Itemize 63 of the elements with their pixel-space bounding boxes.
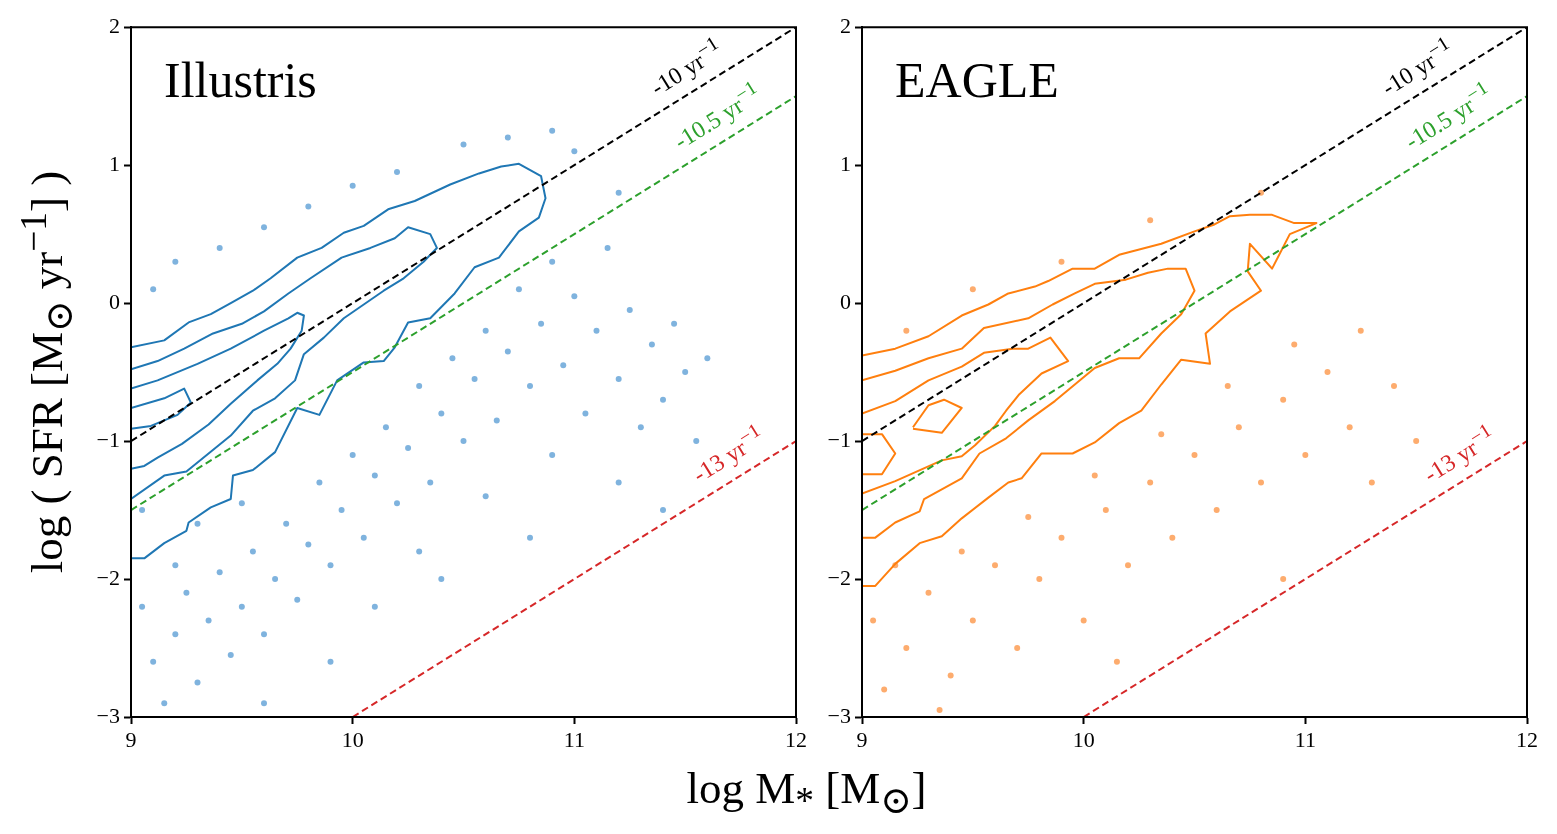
point: [1102, 507, 1109, 514]
point: [1158, 431, 1165, 438]
point: [1036, 576, 1043, 583]
point: [881, 686, 888, 693]
point: [1191, 451, 1198, 458]
point: [1291, 341, 1298, 348]
x-tick-label: 11: [1294, 726, 1316, 752]
y-tick-label: 2: [840, 12, 851, 38]
point: [903, 327, 910, 334]
point: [1357, 327, 1364, 334]
point: [1391, 382, 1397, 389]
point: [1280, 396, 1287, 403]
point: [947, 672, 954, 679]
point: [1302, 451, 1309, 458]
x-tick-label: 9: [125, 726, 137, 752]
point: [969, 286, 976, 293]
point: [969, 617, 976, 624]
y-tick-label: −1: [827, 426, 851, 452]
x-tick-label: 12: [785, 726, 807, 752]
text: Illustris: [164, 52, 317, 109]
point: [1224, 382, 1231, 389]
point: [1169, 534, 1176, 541]
x-tick-label: 12: [1516, 726, 1538, 752]
point: [1280, 576, 1287, 583]
point: [1413, 438, 1420, 445]
text: EAGLE: [895, 52, 1059, 109]
point: [1324, 369, 1331, 376]
y-tick-label: 0: [109, 288, 120, 314]
y-tick-label: 2: [109, 12, 120, 38]
point: [958, 548, 965, 555]
point: [1080, 617, 1087, 624]
y-tick-label: −1: [96, 426, 120, 452]
point: [1258, 479, 1264, 486]
x-axis-title: log M$_{*}$ [M$_{⊙}$]: [686, 763, 927, 822]
point: [1058, 258, 1065, 265]
x-tick-label: 10: [1072, 726, 1095, 752]
y-tick-label: −3: [96, 702, 120, 728]
x-tick-label: 11: [563, 726, 585, 752]
point: [1058, 534, 1065, 541]
y-tick-label: −3: [827, 702, 851, 728]
point: [1113, 658, 1120, 665]
point: [1125, 562, 1131, 569]
y-tick-label: 1: [840, 150, 851, 176]
point: [903, 645, 910, 652]
point: [1346, 424, 1353, 431]
point: [1368, 479, 1375, 486]
y-tick-label: 1: [109, 150, 120, 176]
point: [1213, 507, 1220, 514]
point: [936, 707, 943, 714]
point: [1147, 479, 1154, 486]
point: [992, 562, 998, 569]
point: [1091, 472, 1098, 479]
point: [1147, 217, 1154, 224]
y-tick-label: 0: [840, 288, 851, 314]
x-tick-label: 9: [856, 726, 868, 752]
point: [870, 617, 877, 624]
y-tick-label: −2: [827, 564, 851, 590]
point: [925, 589, 932, 596]
y-tick-label: −2: [96, 564, 120, 590]
x-tick-label: 10: [341, 726, 364, 752]
point: [1025, 513, 1032, 520]
point: [1014, 645, 1021, 652]
point: [1235, 424, 1242, 431]
